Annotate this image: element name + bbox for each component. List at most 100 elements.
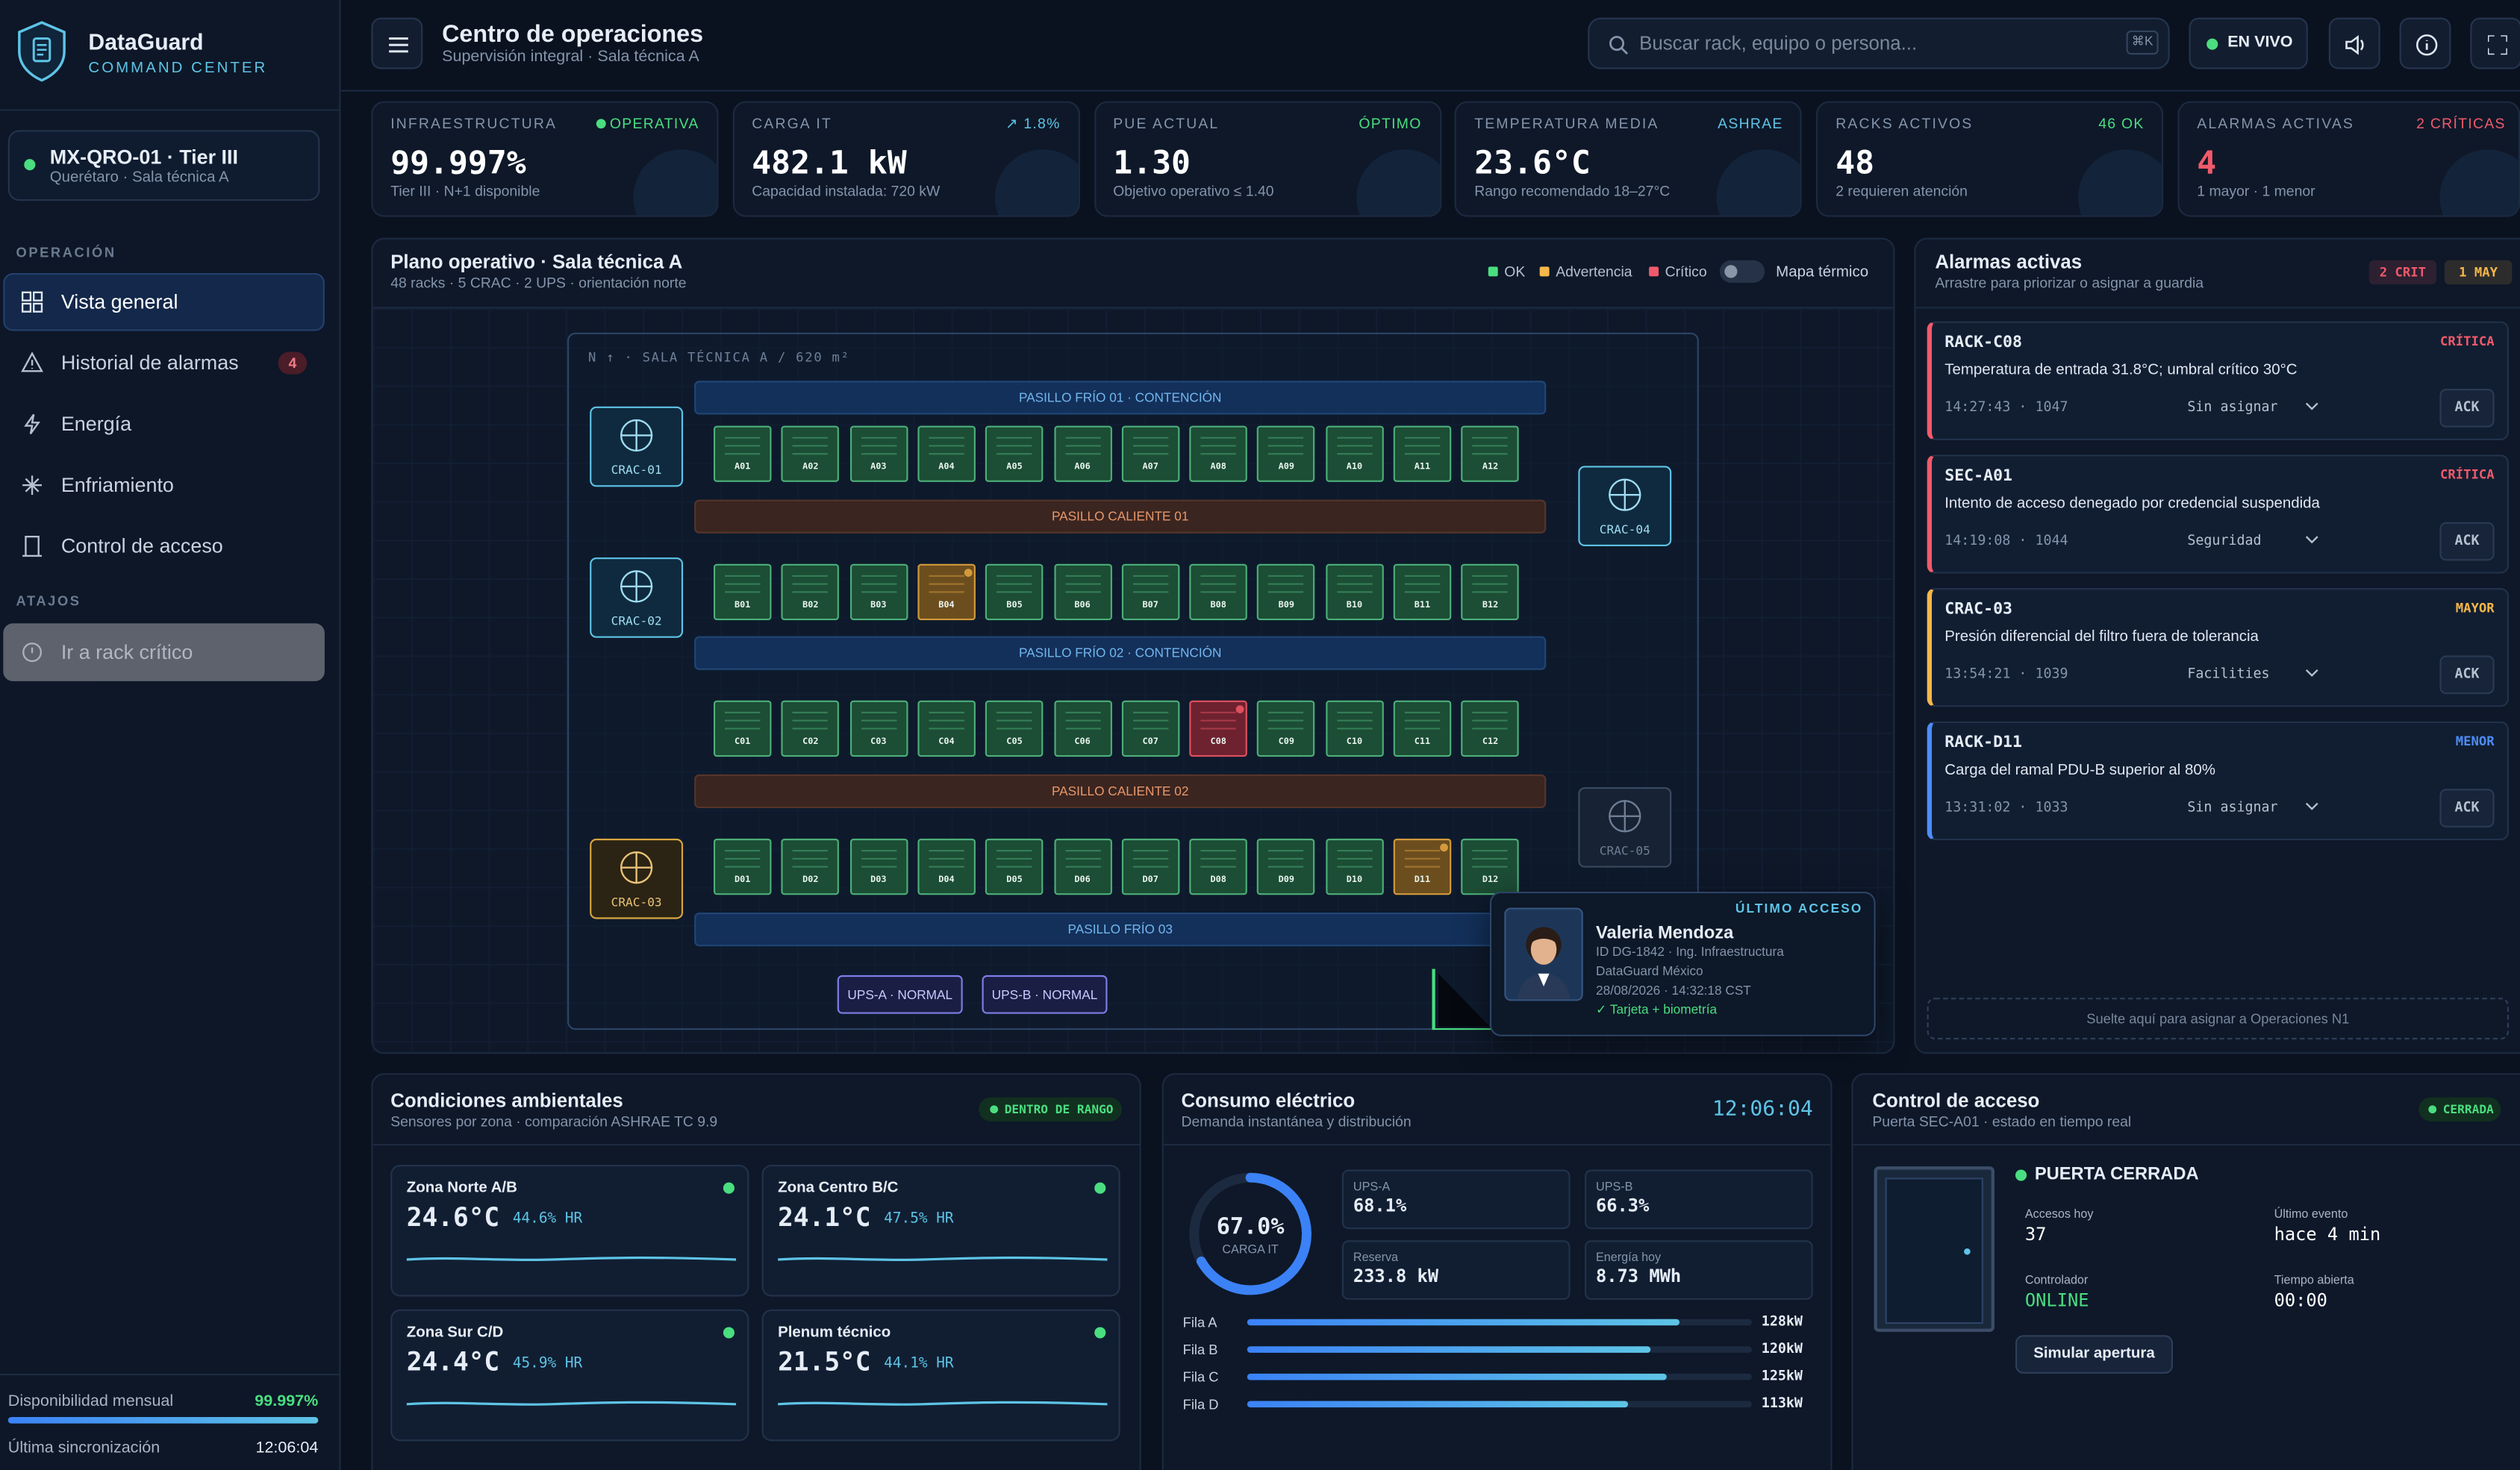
sound-button[interactable] <box>2328 17 2380 69</box>
rack[interactable] <box>1121 700 1179 757</box>
rack-label: D07 <box>1142 875 1158 886</box>
alarms-title: Alarmas activas <box>1935 250 2083 274</box>
rack[interactable] <box>1189 838 1248 895</box>
access-field-value: 00:00 <box>2274 1289 2327 1311</box>
rack[interactable] <box>917 700 976 757</box>
rack-label: D03 <box>870 875 887 886</box>
rack[interactable] <box>917 838 976 895</box>
info-button[interactable] <box>2399 17 2451 69</box>
shortcut-button[interactable] <box>3 623 325 681</box>
rack[interactable] <box>1121 838 1179 895</box>
rack[interactable] <box>1189 700 1248 757</box>
menu-icon <box>389 37 408 53</box>
alarm-card[interactable] <box>1927 321 2509 440</box>
rack-slot <box>929 849 964 852</box>
load-gauge <box>1189 1172 1312 1295</box>
site-card[interactable] <box>7 130 320 201</box>
rack[interactable] <box>782 700 840 757</box>
rack[interactable] <box>1325 425 1384 482</box>
rack-slot <box>1336 857 1373 860</box>
rack[interactable] <box>1053 425 1111 482</box>
kpi-label: ALARMAS ACTIVAS <box>2197 116 2354 132</box>
rack[interactable] <box>917 563 976 621</box>
power-tile-label: UPS-B <box>1596 1179 1633 1194</box>
rack[interactable] <box>1257 838 1316 895</box>
rack[interactable] <box>713 563 772 621</box>
power-tile-value: 8.73 MWh <box>1596 1266 1682 1287</box>
rack[interactable] <box>1257 700 1316 757</box>
search-box[interactable] <box>1588 17 2170 69</box>
nav-icon <box>24 413 40 435</box>
rack[interactable] <box>713 700 772 757</box>
rack[interactable] <box>1257 425 1316 482</box>
ack-button[interactable] <box>2439 789 2495 828</box>
rack[interactable] <box>1325 700 1384 757</box>
rack-slot <box>793 575 829 577</box>
rack[interactable] <box>713 425 772 482</box>
rack[interactable] <box>1189 563 1248 621</box>
rack[interactable] <box>1393 700 1452 757</box>
rack[interactable] <box>917 425 976 482</box>
row-label: Fila C <box>1182 1369 1219 1385</box>
rack-label: A08 <box>1210 463 1226 473</box>
ack-button[interactable] <box>2439 389 2495 428</box>
menu-button[interactable] <box>371 17 423 69</box>
rack[interactable] <box>849 838 908 895</box>
access-field-label: Último evento <box>2274 1206 2348 1222</box>
nav-item[interactable] <box>3 395 325 454</box>
rack-slot <box>1336 849 1373 852</box>
zone-humidity: 44.6% HR <box>512 1211 583 1227</box>
aisle-label: PASILLO FRÍO 02 · CONTENCIÓN <box>1018 645 1222 660</box>
rack[interactable] <box>985 700 1044 757</box>
alarm-assignee: Facilities <box>2187 666 2270 684</box>
rack[interactable] <box>1461 563 1520 621</box>
rack[interactable] <box>1053 700 1111 757</box>
ack-button[interactable] <box>2439 655 2495 695</box>
rack[interactable] <box>1393 838 1452 895</box>
rack-slot <box>1064 857 1100 860</box>
aisle-label: PASILLO CALIENTE 02 <box>1051 784 1189 799</box>
fullscreen-button[interactable] <box>2470 17 2520 69</box>
rack[interactable] <box>1189 425 1248 482</box>
rack[interactable] <box>1461 425 1520 482</box>
rack[interactable] <box>1121 563 1179 621</box>
rack[interactable] <box>849 563 908 621</box>
rack[interactable] <box>985 425 1044 482</box>
nav-item-active[interactable] <box>3 273 325 331</box>
alarm-card[interactable] <box>1927 721 2509 841</box>
rack-slot <box>1472 437 1509 439</box>
env-badge-dot <box>990 1105 999 1114</box>
rack[interactable] <box>782 563 840 621</box>
simulate-button[interactable] <box>2015 1335 2173 1374</box>
kpi-label: INFRAESTRUCTURA <box>390 116 558 132</box>
rack[interactable] <box>985 563 1044 621</box>
alarm-card[interactable] <box>1927 454 2509 574</box>
rack[interactable] <box>1393 425 1452 482</box>
rack[interactable] <box>1053 838 1111 895</box>
rack[interactable] <box>1121 425 1179 482</box>
rack[interactable] <box>1461 700 1520 757</box>
alarm-card[interactable] <box>1927 588 2509 707</box>
rack[interactable] <box>713 838 772 895</box>
ack-label: ACK <box>2454 533 2480 550</box>
rack-slot <box>1132 857 1168 860</box>
alarm-assignee: Seguridad <box>2187 533 2262 550</box>
ack-button[interactable] <box>2439 522 2495 561</box>
rack[interactable] <box>1257 563 1316 621</box>
rack[interactable] <box>849 700 908 757</box>
rack[interactable] <box>849 425 908 482</box>
rack[interactable] <box>1461 838 1520 895</box>
rack[interactable] <box>985 838 1044 895</box>
ups-unit[interactable] <box>837 975 963 1014</box>
rack[interactable] <box>1053 563 1111 621</box>
rack[interactable] <box>1325 838 1384 895</box>
legend-swatch <box>1539 266 1550 277</box>
rack[interactable] <box>782 425 840 482</box>
rack[interactable] <box>1325 563 1384 621</box>
rack-slot <box>861 445 896 447</box>
rack[interactable] <box>782 838 840 895</box>
rack[interactable] <box>1393 563 1452 621</box>
row-label: Fila D <box>1182 1396 1219 1413</box>
ups-unit[interactable] <box>982 975 1108 1014</box>
aisle <box>694 499 1547 534</box>
